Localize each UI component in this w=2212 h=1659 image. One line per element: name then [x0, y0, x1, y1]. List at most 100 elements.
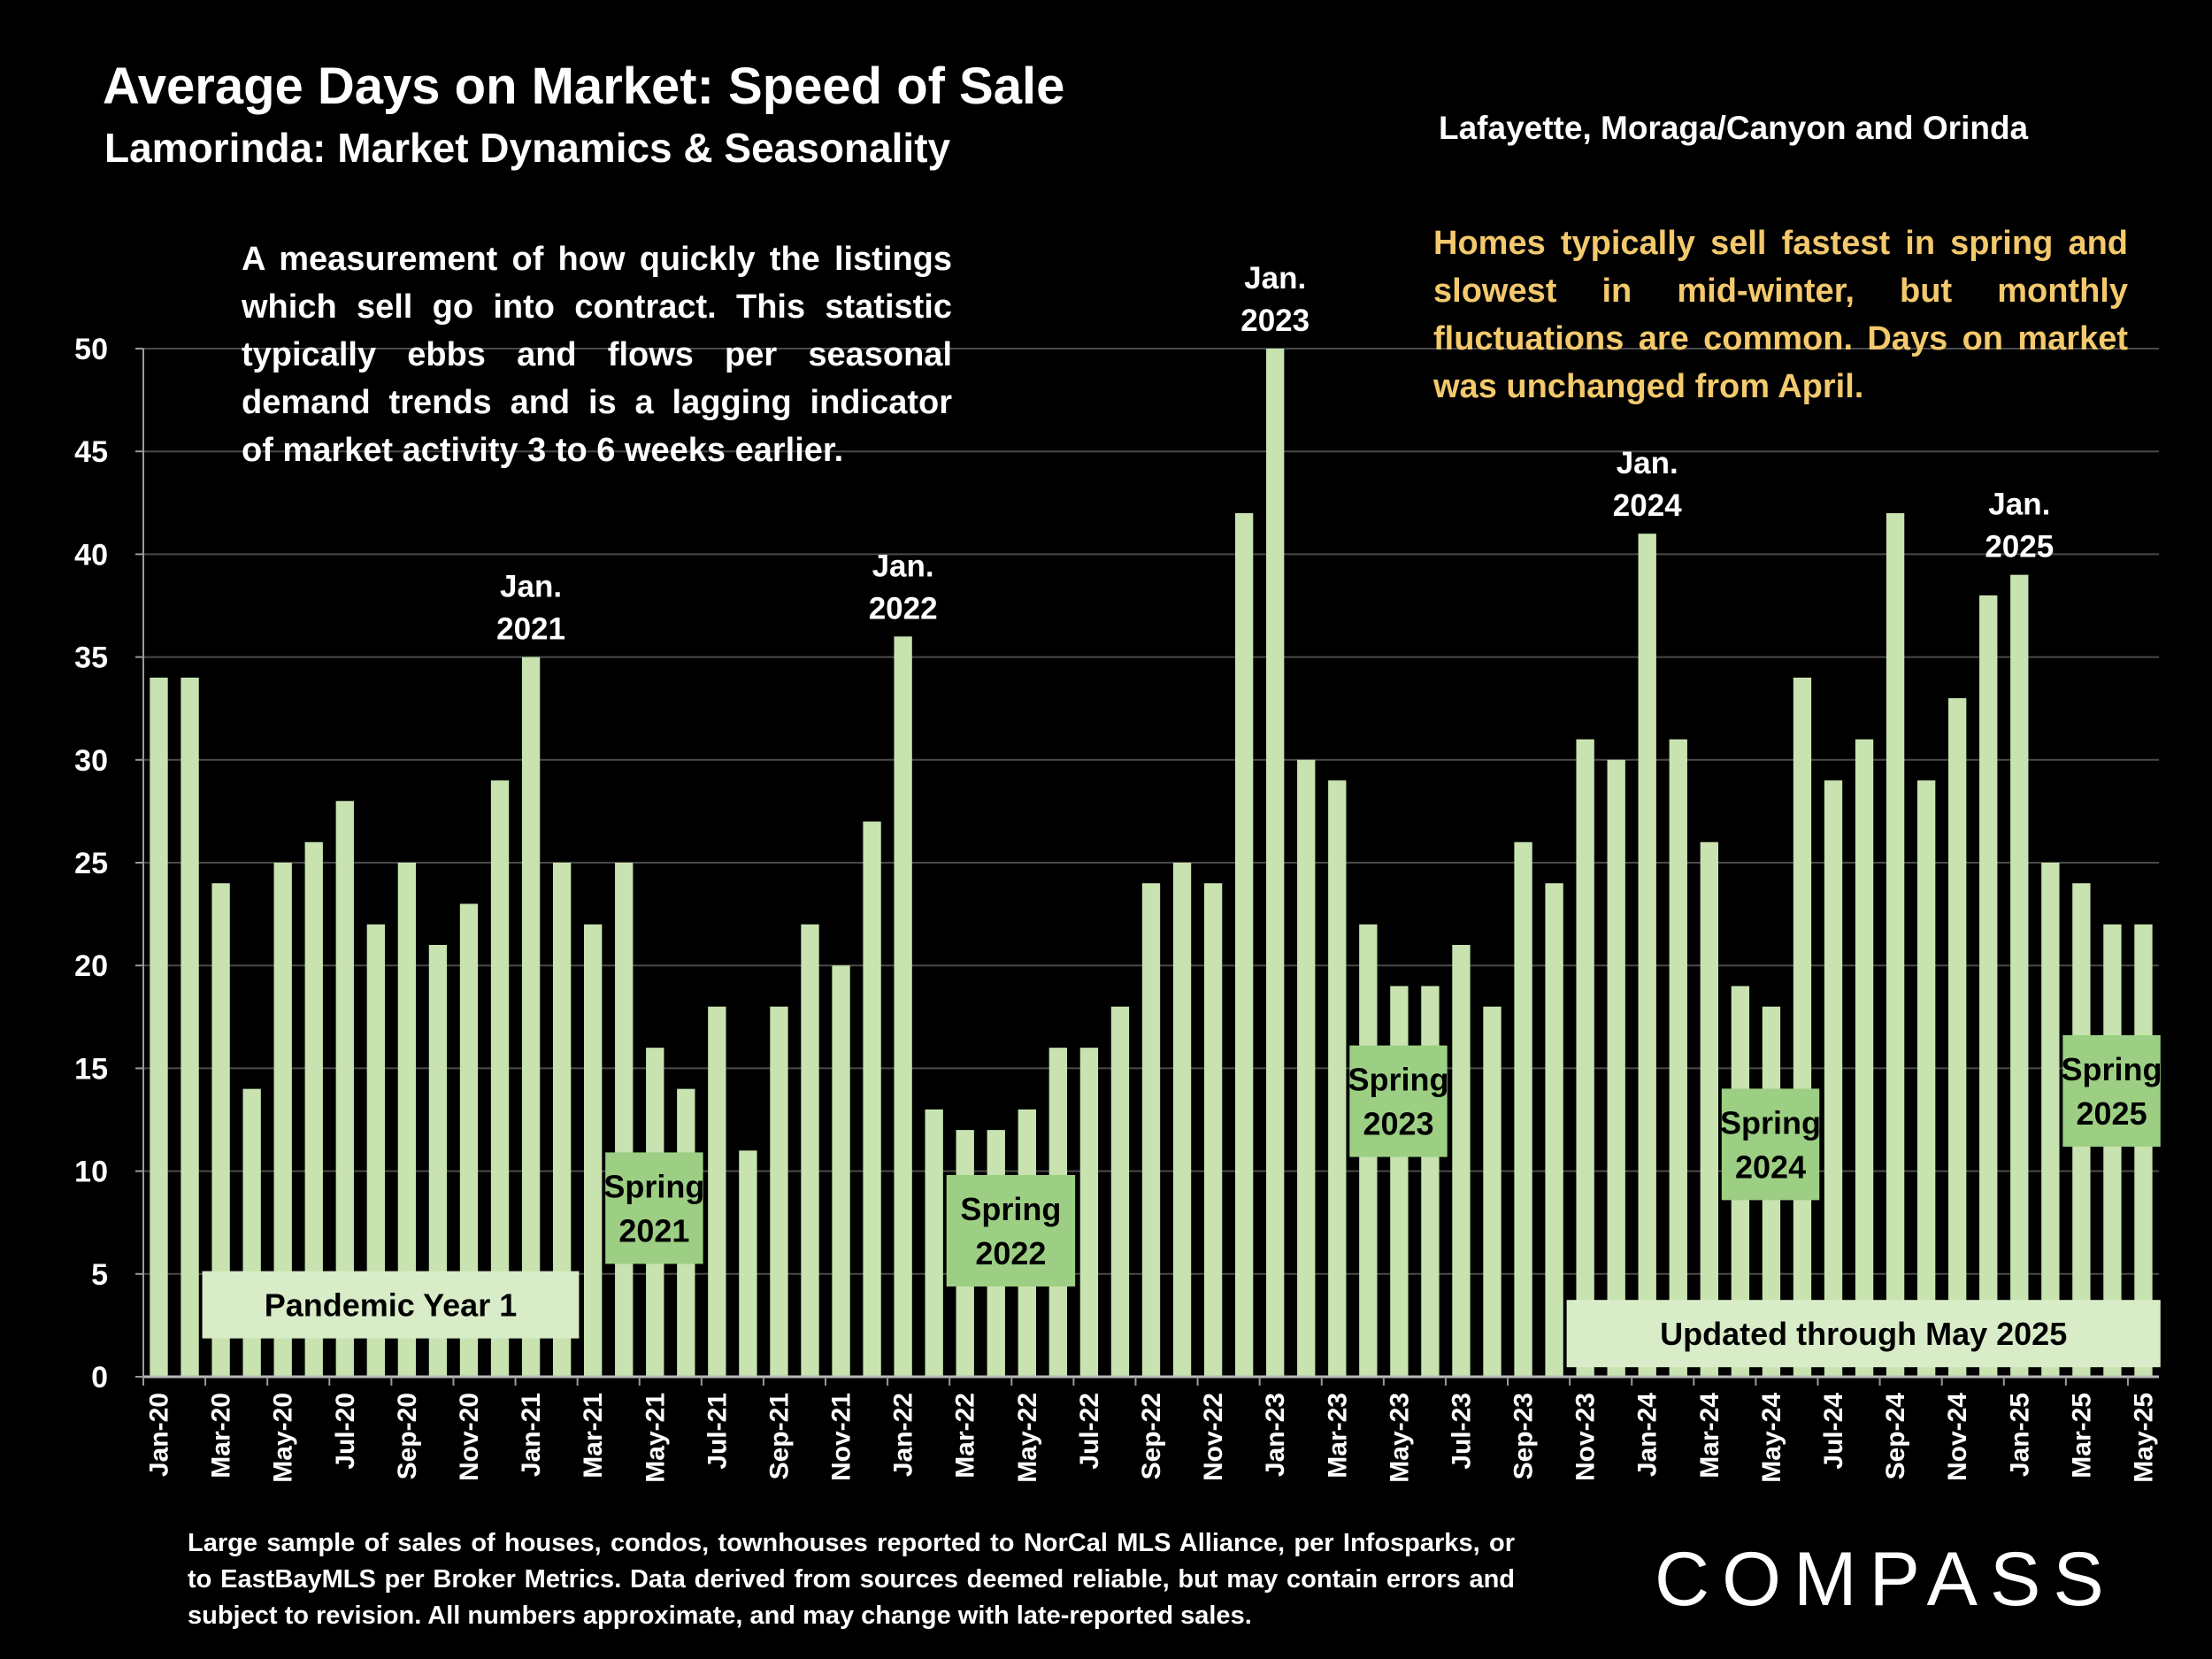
x-tick-label: May-23: [1385, 1393, 1414, 1483]
seasonality-note: Homes typically sell fastest in spring a…: [1433, 225, 2128, 405]
jan-annotation: Jan.: [872, 549, 934, 583]
bar: [1607, 759, 1625, 1377]
x-tick-label: May-25: [2129, 1393, 2158, 1483]
bar: [180, 677, 199, 1377]
bar: [428, 944, 448, 1377]
chart-subtitle: Lamorinda: Market Dynamics & Seasonality: [104, 125, 951, 171]
bar: [584, 924, 603, 1377]
bar: [1328, 780, 1347, 1377]
bar: [1514, 841, 1532, 1377]
bar: [1576, 739, 1594, 1377]
annotation-box-label: Spring: [1720, 1104, 1821, 1141]
annotation-box: [946, 1174, 1076, 1286]
bar: [1886, 512, 1905, 1377]
jan-annotation: 2025: [1985, 530, 2054, 565]
x-tick-label: Sep-21: [764, 1393, 794, 1479]
annotation-box: [1566, 1300, 2161, 1368]
x-tick-label: May-24: [1757, 1393, 1786, 1483]
region-label: Lafayette, Moraga/Canyon and Orinda: [1439, 110, 2029, 146]
bar: [1669, 739, 1687, 1377]
annotation-box-label: Spring: [603, 1168, 704, 1204]
bar: [863, 821, 881, 1377]
x-tick-label: Nov-23: [1571, 1393, 1601, 1481]
y-tick-label: 35: [74, 641, 108, 675]
bar: [1297, 759, 1316, 1377]
description-line: A measurement of how quickly the listing…: [242, 241, 952, 278]
bar: [397, 863, 417, 1377]
jan-annotation: 2021: [496, 612, 565, 647]
x-tick-label: Sep-23: [1509, 1393, 1539, 1479]
bar: [552, 863, 572, 1377]
y-tick-label: 10: [74, 1156, 108, 1189]
x-tick-label: Jul-20: [331, 1393, 360, 1470]
x-tick-label: Mar-21: [579, 1393, 608, 1479]
x-tick-label: Jan-25: [2005, 1393, 2034, 1477]
bar: [1172, 863, 1192, 1377]
bar: [150, 677, 168, 1377]
bar: [490, 780, 510, 1377]
annotation-box: [1349, 1045, 1448, 1157]
annotation-box-label: Spring: [960, 1191, 1061, 1227]
jan-annotation: Jan.: [1988, 488, 2050, 522]
bar: [1266, 349, 1285, 1377]
x-tick-label: Nov-21: [827, 1393, 856, 1481]
x-tick-label: Sep-24: [1881, 1393, 1910, 1480]
description-line: which sell go into contract. This statis…: [242, 288, 952, 326]
jan-annotation: 2023: [1240, 303, 1310, 338]
compass-logo-text: COMPASS: [1655, 1538, 2116, 1617]
x-tick-label: Jan-23: [1261, 1393, 1290, 1477]
annotation-box-label: 2022: [975, 1235, 1046, 1271]
bar: [1390, 986, 1409, 1377]
bar: [894, 636, 912, 1377]
bar: [1421, 986, 1440, 1377]
x-tick-label: Sep-22: [1137, 1393, 1166, 1479]
bar: [801, 924, 819, 1377]
annotation-box-label: Spring: [1348, 1062, 1448, 1098]
bar: [1110, 1006, 1130, 1377]
y-tick-label: 40: [74, 538, 108, 572]
annotation-box-label: 2021: [618, 1212, 689, 1248]
bar: [1234, 512, 1254, 1377]
y-tick-label: 50: [74, 333, 108, 366]
jan-annotation: Jan.: [500, 570, 562, 604]
bar: [304, 841, 323, 1377]
y-tick-label: 45: [74, 435, 108, 469]
bar: [2041, 863, 2060, 1377]
bar: [1638, 534, 1656, 1377]
x-tick-label: Nov-24: [1943, 1393, 1972, 1481]
x-tick-label: Jan-24: [1633, 1393, 1663, 1477]
x-tick-label: Jul-23: [1447, 1393, 1476, 1470]
bar: [615, 863, 634, 1377]
annotation-box-label: Pandemic Year 1: [265, 1287, 518, 1324]
bar: [1141, 883, 1161, 1377]
y-tick-label: 5: [91, 1258, 108, 1292]
annotation-box: [202, 1271, 580, 1339]
x-tick-label: Jan-21: [517, 1393, 546, 1477]
bar: [459, 903, 479, 1377]
bar: [1948, 698, 1967, 1377]
bar: [925, 1109, 943, 1377]
y-tick-label: 15: [74, 1052, 108, 1086]
x-tick-label: Mar-22: [951, 1393, 980, 1479]
bar: [2010, 574, 2029, 1377]
annotation-box-label: 2025: [2077, 1095, 2147, 1132]
annotation-box-label: 2023: [1363, 1106, 1433, 1142]
bar: [1824, 780, 1843, 1377]
description-line: demand trends and is a lagging indicator: [242, 384, 952, 421]
y-tick-label: 0: [91, 1361, 108, 1394]
y-tick-label: 25: [74, 847, 108, 880]
jan-annotation: Jan.: [1617, 446, 1678, 480]
x-tick-label: May-21: [641, 1393, 670, 1483]
jan-annotation: Jan.: [1244, 261, 1306, 296]
annotation-box-label: Spring: [2062, 1051, 2162, 1087]
bar: [1700, 841, 1718, 1377]
bar: [1079, 1048, 1099, 1377]
description-line: of market activity 3 to 6 weeks earlier.: [242, 432, 844, 469]
bar: [1979, 595, 1998, 1377]
bar: [1452, 944, 1471, 1377]
x-tick-label: Jan-20: [145, 1393, 174, 1477]
annotation-box: [605, 1152, 703, 1264]
bar: [1855, 739, 1874, 1377]
description-line: typically ebbs and flows per seasonal: [242, 336, 952, 373]
